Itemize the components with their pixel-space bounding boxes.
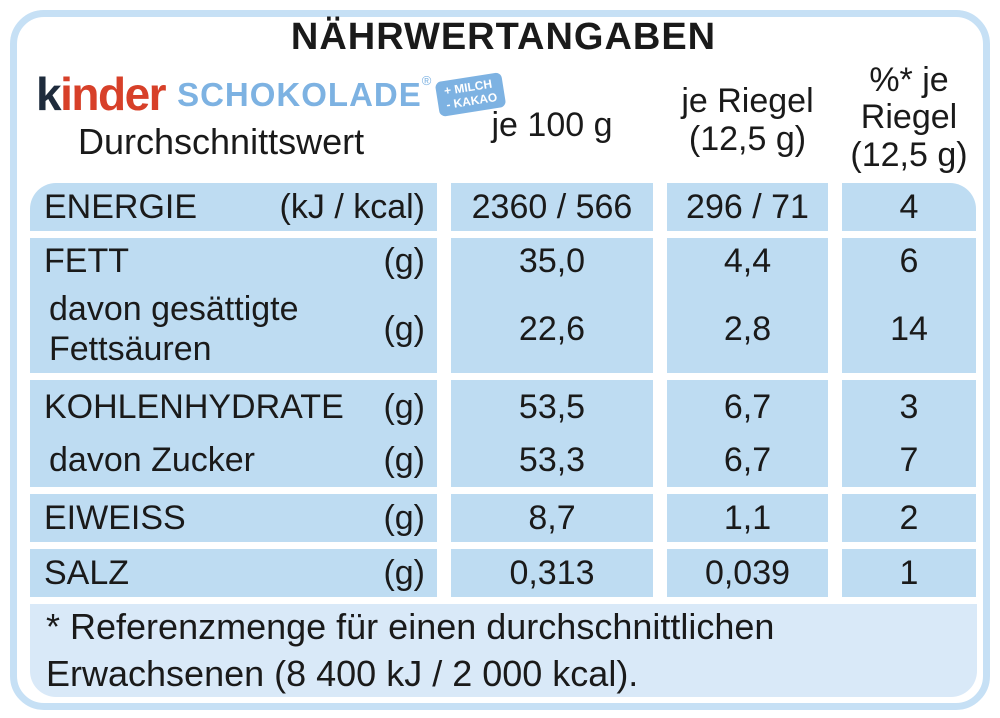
row-label-cell: EIWEISS (g) [30, 494, 437, 542]
column-header-line: Riegel [860, 98, 958, 137]
value-per-100g: 2360 / 566 [471, 187, 633, 226]
value-per-100g-cell: 35,0 22,6 [451, 238, 653, 373]
column-header-line: je Riegel [681, 82, 814, 121]
page-title: NÄHRWERTANGABEN [290, 16, 717, 58]
value-per-100g: 0,313 [509, 553, 595, 592]
footnote-line: * Referenzmenge für einen durchschnittli… [46, 606, 775, 648]
value-per-100g: 8,7 [528, 498, 576, 537]
table-row-energie: ENERGIE (kJ / kcal) 2360 / 566 296 / 71 … [30, 183, 977, 231]
average-value-label: Durchschnittswert [78, 121, 365, 162]
row-label-cell: ENERGIE (kJ / kcal) [30, 183, 437, 231]
row-label: FETT [44, 242, 129, 280]
row-unit: (kJ / kcal) [279, 187, 425, 226]
column-header-per-riegel: je Riegel (12,5 g) [667, 58, 828, 176]
value-per-100g-cell: 2360 / 566 [451, 183, 653, 231]
row-label-cell: SALZ (g) [30, 549, 437, 597]
value-per-100g-cell: 0,313 [451, 549, 653, 597]
table-group-kohlenhydrate: KOHLENHYDRATE (g) davon Zucker (g) 53,5 … [30, 380, 977, 487]
registered-trademark-icon: ® [421, 73, 432, 88]
row-label: EIWEISS [44, 498, 186, 537]
row-unit: (g) [383, 498, 425, 537]
value-percent: 2 [899, 498, 919, 537]
column-header-line: (12,5 g) [850, 135, 968, 174]
value-per-riegel: 1,1 [723, 498, 772, 537]
row-unit: (g) [383, 441, 425, 479]
column-header-line: je 100 g [491, 105, 613, 144]
value-per-riegel-cell: 1,1 [667, 494, 828, 542]
value-per-riegel-cell: 4,4 2,8 [667, 238, 828, 373]
value-per-riegel: 6,7 [723, 441, 772, 479]
column-header-line: %* je [869, 60, 949, 99]
value-per-100g-cell: 8,7 [451, 494, 653, 542]
value-per-riegel: 296 / 71 [686, 187, 809, 226]
row-label: ENERGIE [44, 187, 198, 226]
row-unit: (g) [383, 309, 425, 348]
kinder-wordmark: kinder [36, 68, 167, 120]
kinder-k-letter: k [36, 68, 62, 120]
row-label: KOHLENHYDRATE [44, 387, 344, 426]
reference-footnote: * Referenzmenge für einen durchschnittli… [30, 604, 977, 697]
table-header: kinder SCHOKOLADE ® + MILCH - KAKAO Durc… [30, 58, 977, 176]
kinder-inder-letters: inder [60, 68, 166, 120]
brand-block: kinder SCHOKOLADE ® + MILCH - KAKAO Durc… [30, 58, 507, 176]
row-unit: (g) [383, 242, 425, 280]
value-percent: 4 [899, 187, 919, 226]
value-percent: 6 [899, 242, 919, 280]
column-header-per-100g: je 100 g [451, 58, 653, 176]
value-per-100g: 53,5 [518, 387, 586, 426]
value-percent: 1 [899, 553, 919, 592]
value-per-riegel: 2,8 [723, 309, 772, 348]
value-percent-cell: 3 7 [842, 380, 976, 487]
row-label-cell: FETT (g) davon gesättigte Fettsäuren (g) [30, 238, 437, 373]
table-row-salz: SALZ (g) 0,313 0,039 1 [30, 549, 977, 597]
value-per-riegel-cell: 0,039 [667, 549, 828, 597]
table-row-eiweiss: EIWEISS (g) 8,7 1,1 2 [30, 494, 977, 542]
value-per-riegel: 6,7 [723, 387, 772, 426]
value-per-riegel-cell: 6,7 6,7 [667, 380, 828, 487]
row-label: davon Zucker [49, 441, 255, 479]
value-percent-cell: 1 [842, 549, 976, 597]
value-percent-cell: 2 [842, 494, 976, 542]
value-percent-cell: 6 14 [842, 238, 976, 373]
row-label: SALZ [44, 553, 130, 592]
value-per-riegel: 4,4 [723, 242, 772, 280]
brand-logo: kinder SCHOKOLADE ® + MILCH - KAKAO [36, 68, 507, 120]
schokolade-wordmark: SCHOKOLADE [177, 75, 422, 113]
row-unit: (g) [383, 387, 425, 426]
value-per-riegel-cell: 296 / 71 [667, 183, 828, 231]
value-percent-cell: 4 [842, 183, 976, 231]
footnote-line: Erwachsenen (8 400 kJ / 2 000 kcal). [46, 652, 639, 694]
value-per-100g: 53,3 [518, 441, 586, 479]
table-group-fett: FETT (g) davon gesättigte Fettsäuren (g)… [30, 238, 977, 373]
value-per-riegel: 0,039 [704, 553, 791, 592]
value-per-100g-cell: 53,5 53,3 [451, 380, 653, 487]
column-header-line: (12,5 g) [688, 119, 807, 158]
row-unit: (g) [383, 553, 425, 592]
value-per-100g: 22,6 [518, 309, 586, 348]
value-percent: 7 [899, 441, 919, 479]
row-label-cell: KOHLENHYDRATE (g) davon Zucker (g) [30, 380, 437, 487]
column-header-percent-per-riegel: %* je Riegel (12,5 g) [842, 58, 976, 176]
value-percent: 14 [890, 309, 928, 348]
nutrition-label: NÄHRWERTANGABEN kinder SCHOKOLADE ® + MI… [30, 16, 977, 697]
value-per-100g: 35,0 [518, 242, 586, 280]
value-percent: 3 [899, 387, 919, 426]
row-label: davon gesättigte Fettsäuren [49, 289, 299, 368]
